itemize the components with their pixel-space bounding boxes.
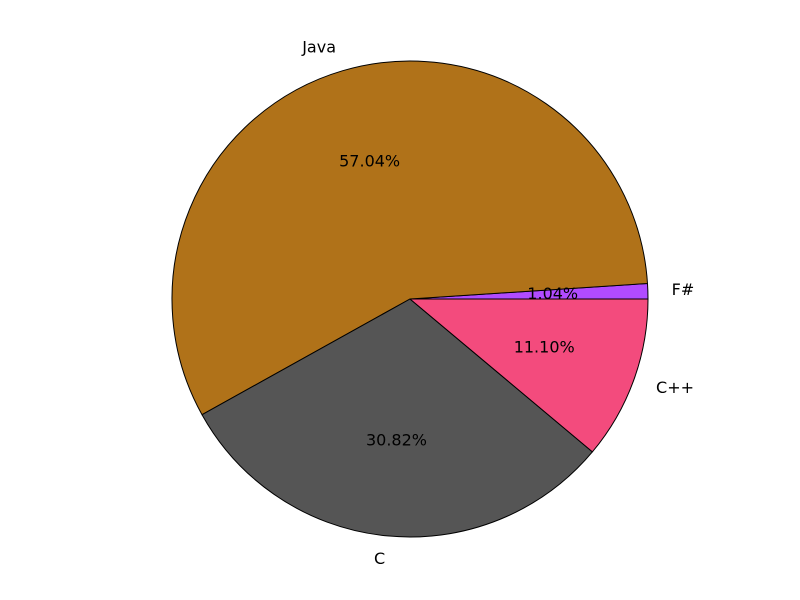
pie-labels: F# 1.04% Java 57.04% C 30.82% C++ 11.10% bbox=[301, 37, 694, 568]
pie-slice-cplusplus bbox=[409, 298, 649, 453]
percent-label-c: 30.82% bbox=[366, 431, 427, 450]
pie-slice-c bbox=[201, 298, 593, 538]
category-label-cplusplus: C++ bbox=[656, 378, 694, 397]
percent-label-cplusplus: 11.10% bbox=[514, 337, 575, 356]
category-label-java: Java bbox=[301, 37, 336, 56]
percent-label-fsharp: 1.04% bbox=[527, 284, 578, 303]
pie-slice-java bbox=[171, 60, 648, 416]
pie-slices bbox=[171, 60, 649, 538]
percent-label-java: 57.04% bbox=[339, 152, 400, 171]
category-label-fsharp: F# bbox=[672, 280, 695, 299]
category-label-c: C bbox=[374, 549, 385, 568]
